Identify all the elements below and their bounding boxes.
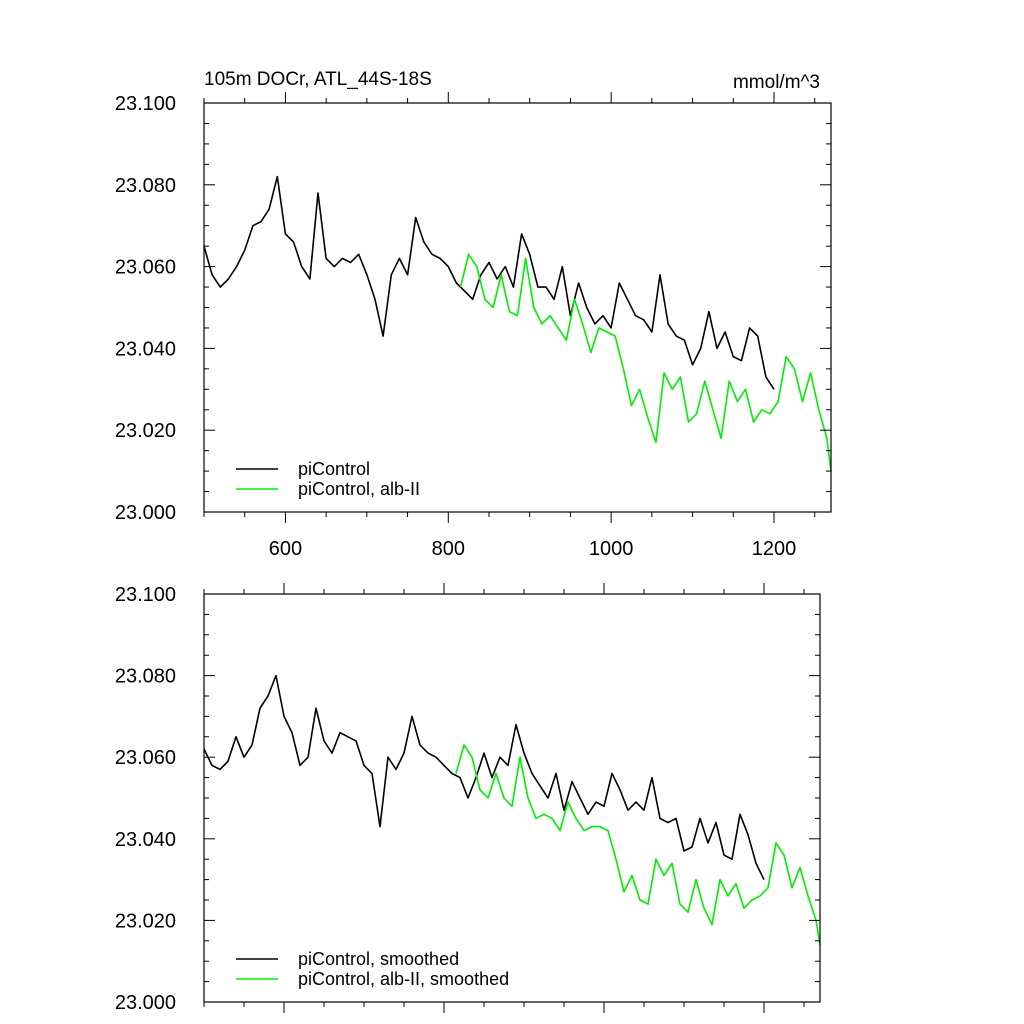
legend-label: piControl, alb-II, smoothed [298,969,509,989]
y-tick-label: 23.020 [115,910,176,932]
y-tick-label: 23.100 [115,584,176,606]
legend-label: piControl, alb-II [298,479,420,499]
chart-title: 105m DOCr, ATL_44S-18S [204,69,432,90]
legend-label: piControl [298,459,370,479]
series-line-0 [203,175,775,390]
y-tick-label: 23.100 [115,93,176,115]
y-tick-label: 23.080 [115,666,176,688]
series-line-0 [203,674,765,880]
bottom-panel: 23.000 23.020 23.040 23.060 23.080 23.100 piCo… [115,583,821,1014]
y-tick-label: 23.060 [115,747,176,769]
y-tick-label: 23.060 [115,257,176,279]
y-tick-label: 23.080 [115,175,176,197]
plot-frame [203,593,821,1003]
x-tick-label: 1200 [752,538,797,560]
plot-frame [203,102,832,513]
x-tick-label: 600 [269,538,302,560]
series-line-1 [455,744,821,946]
x-tick-label: 1000 [589,538,634,560]
series-line-1 [459,253,832,472]
x-tick-label: 800 [432,538,465,560]
y-tick-label: 23.000 [115,992,176,1014]
units-label: mmol/m^3 [733,72,820,93]
y-tick-label: 23.000 [115,502,176,524]
y-tick-label: 23.040 [115,829,176,851]
y-tick-label: 23.020 [115,420,176,442]
top-panel: 105m DOCr, ATL_44S-18S mmol/m^3 23.000 23… [115,69,832,560]
legend-label: piControl, smoothed [298,949,459,969]
y-tick-label: 23.040 [115,338,176,360]
